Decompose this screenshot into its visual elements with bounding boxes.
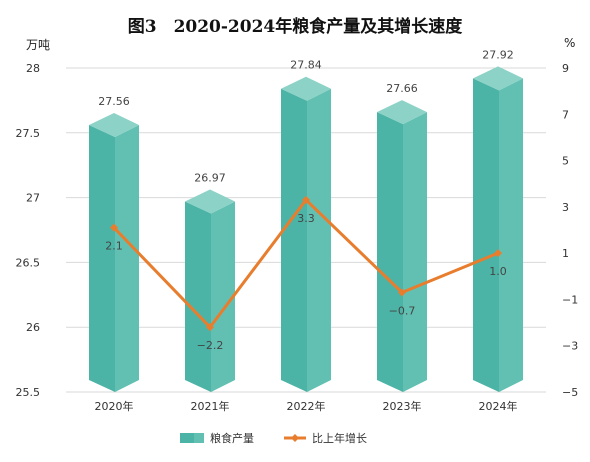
legend-bar-label: 粮食产量 [210,431,254,445]
line-data-label: 3.3 [297,212,315,225]
legend-bar-swatch-side [194,433,204,443]
line-point [206,323,214,332]
legend-line-marker [291,434,299,442]
line-point [110,223,118,232]
legend-bar-swatch [180,433,202,443]
x-axis-tick-label: 2021年 [191,399,230,413]
chart-title: 图3 2020-2024年粮食产量及其增长速度 [127,17,463,37]
bar [89,125,115,393]
bar-top [377,100,427,125]
bar-top [473,66,523,91]
bar [473,78,499,393]
bar [281,88,307,393]
line-data-label: 1.0 [489,265,507,278]
x-axis-tick-label: 2020年 [95,399,134,413]
left-axis-tick-label: 25.5 [16,386,41,399]
bar-side [499,78,523,393]
line-data-label: −2.2 [197,339,224,352]
x-axis-tick-label: 2024年 [479,399,518,413]
bar-data-label: 27.56 [98,95,130,108]
right-axis-tick-label: 1 [562,247,569,260]
bar-side [307,88,331,393]
line-data-label: −0.7 [389,304,416,317]
right-axis-tick-label: 9 [562,62,569,75]
bar-data-label: 27.66 [386,82,418,95]
line-point [398,288,406,297]
right-axis-tick-label: 5 [562,155,569,168]
right-axis-tick-label: −3 [562,340,578,353]
bar [377,112,403,393]
left-axis-tick-label: 26.5 [16,256,41,269]
bar-side [403,112,427,393]
x-axis-tick-label: 2022年 [287,399,326,413]
x-axis-tick-label: 2023年 [383,399,422,413]
bar-side [211,201,235,392]
bar-side [115,125,139,393]
bar [185,201,211,392]
bar-data-label: 27.84 [290,59,322,72]
bar-top [89,113,139,138]
bar-data-label: 27.92 [482,48,514,61]
bar-data-label: 26.97 [194,171,226,184]
left-axis-tick-label: 27 [26,192,40,205]
right-axis-unit: % [564,36,576,50]
left-axis-unit: 万吨 [26,38,51,52]
left-axis-tick-label: 27.5 [16,127,41,140]
line-data-label: 2.1 [105,240,123,253]
right-axis-tick-label: −1 [562,293,578,306]
left-axis-tick-label: 28 [26,62,40,75]
legend-line-label: 比上年增长 [312,431,367,445]
right-axis-tick-label: −5 [562,386,578,399]
line-point [494,249,502,258]
bar-top [281,76,331,101]
bar-top [185,189,235,214]
right-axis-tick-label: 3 [562,201,569,214]
left-axis-tick-label: 26 [26,321,40,334]
line-point [302,195,310,204]
right-axis-tick-label: 7 [562,108,569,121]
